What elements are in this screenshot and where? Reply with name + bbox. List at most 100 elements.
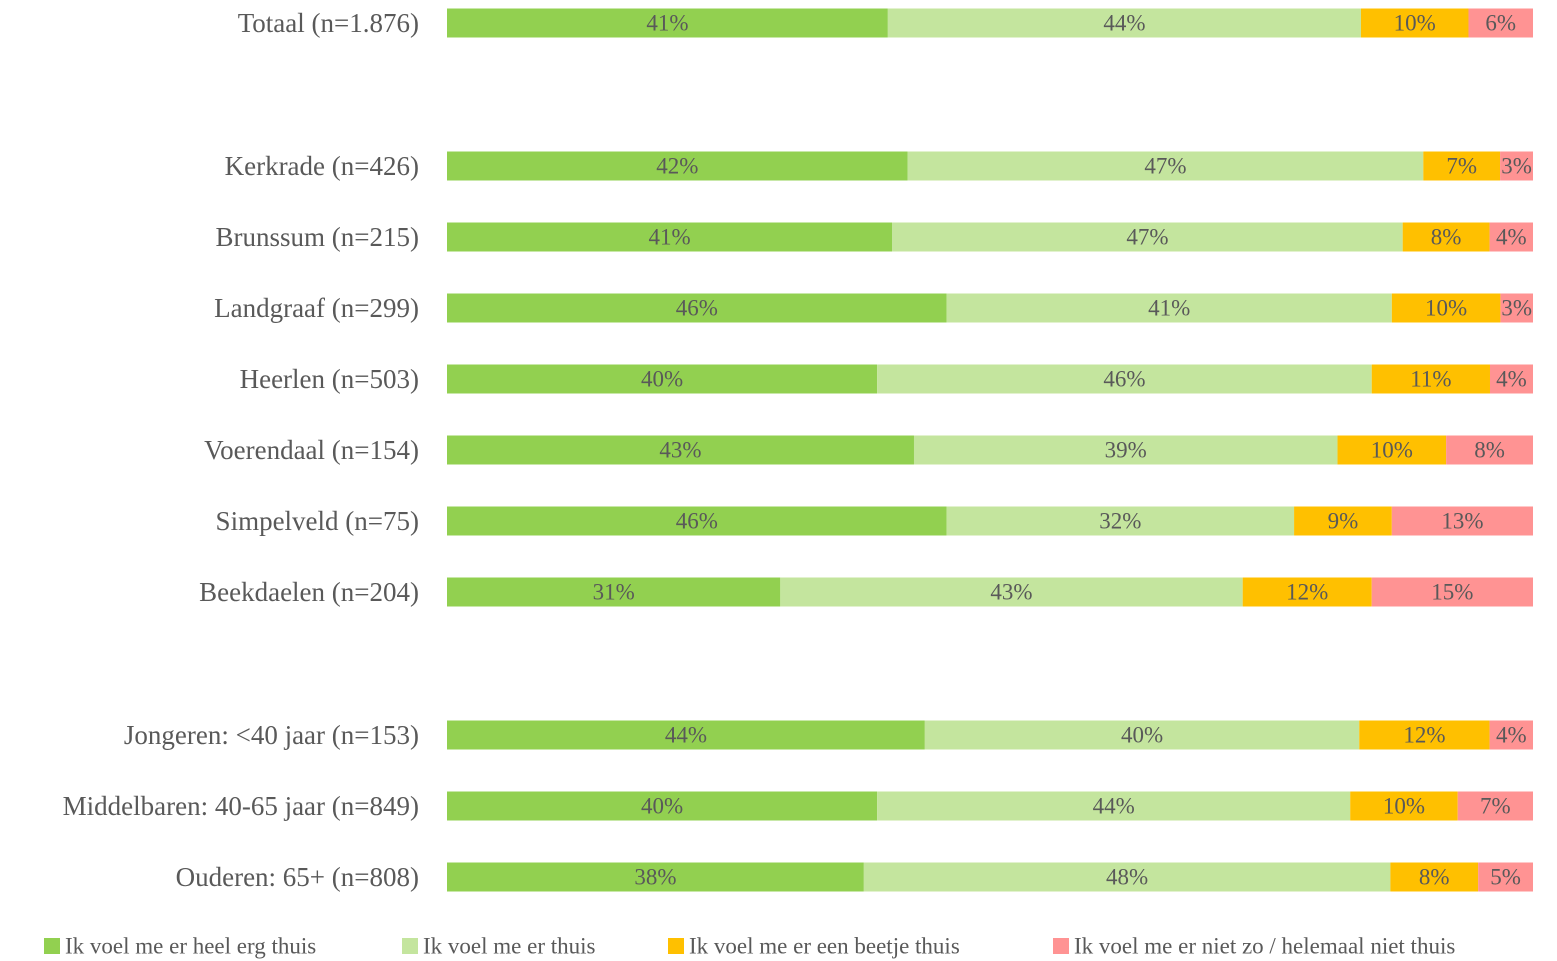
- data-label: 47%: [1144, 154, 1186, 179]
- category-label: Totaal (n=1.876): [238, 8, 419, 38]
- bars-group: 41% 44% 10% 6% 42% 47% 7% 3% 41% 47% 8% 4% 46% 41% 10%…: [447, 8, 1533, 892]
- bar-segment-3: [1423, 151, 1501, 181]
- data-label: 6%: [1485, 11, 1516, 36]
- bar-segment-3: [1350, 791, 1458, 821]
- bar-segment-2: [913, 435, 1338, 465]
- category-label: Ouderen: 65+ (n=808): [176, 862, 419, 892]
- bar-segment-1: [447, 151, 908, 181]
- bar-segment-2: [946, 293, 1392, 323]
- data-label: 43%: [659, 438, 701, 463]
- data-label: 4%: [1496, 723, 1527, 748]
- bar-segment-4: [1468, 8, 1533, 38]
- data-label: 4%: [1496, 367, 1527, 392]
- bar-segment-2: [877, 791, 1351, 821]
- data-label: 10%: [1394, 11, 1436, 36]
- bar-segment-1: [447, 506, 947, 536]
- legend-swatch-4: [1053, 938, 1069, 954]
- data-label: 11%: [1410, 367, 1451, 392]
- bar-segment-4: [1391, 506, 1533, 536]
- bar-segment-1: [447, 364, 878, 394]
- data-label: 41%: [1148, 296, 1190, 321]
- category-label: Jongeren: <40 jaar (n=153): [124, 720, 419, 750]
- bar-segment-1: [447, 862, 864, 892]
- data-label: 9%: [1328, 509, 1359, 534]
- legend: Ik voel me er heel erg thuis Ik voel me e…: [44, 934, 1455, 959]
- bar-segment-4: [1500, 151, 1533, 181]
- bar-segment-3: [1390, 862, 1479, 892]
- data-label: 44%: [665, 723, 707, 748]
- data-label: 8%: [1431, 225, 1462, 250]
- data-label: 40%: [641, 794, 683, 819]
- bar-segment-4: [1457, 791, 1533, 821]
- category-label: Kerkrade (n=426): [225, 151, 419, 181]
- data-label: 46%: [676, 509, 718, 534]
- bar-segment-4: [1446, 435, 1533, 465]
- category-label: Beekdaelen (n=204): [199, 577, 419, 607]
- category-label: Landgraaf (n=299): [214, 293, 419, 323]
- bar-segment-3: [1359, 720, 1490, 750]
- data-label: 39%: [1105, 438, 1147, 463]
- data-label: 15%: [1431, 580, 1473, 605]
- bar-segment-3: [1402, 222, 1490, 252]
- data-label: 42%: [656, 154, 698, 179]
- legend-label-4: Ik voel me er niet zo / helemaal niet th…: [1074, 934, 1455, 959]
- bar-segment-4: [1489, 364, 1533, 394]
- legend-swatch-1: [44, 938, 60, 954]
- legend-swatch-2: [402, 938, 418, 954]
- bar-segment-2: [924, 720, 1360, 750]
- bar-segment-4: [1489, 720, 1533, 750]
- data-label: 31%: [593, 580, 635, 605]
- bar-segment-2: [887, 8, 1361, 38]
- data-label: 44%: [1093, 794, 1135, 819]
- data-label: 46%: [676, 296, 718, 321]
- category-label: Simpelveld (n=75): [216, 506, 419, 536]
- category-label: Heerlen (n=503): [240, 364, 419, 394]
- bar-segment-2: [780, 577, 1243, 607]
- data-label: 10%: [1425, 296, 1467, 321]
- data-label: 4%: [1496, 225, 1527, 250]
- bar-segment-4: [1500, 293, 1533, 323]
- data-label: 40%: [1121, 723, 1163, 748]
- data-label: 12%: [1403, 723, 1445, 748]
- bar-segment-1: [447, 435, 914, 465]
- data-label: 7%: [1446, 154, 1477, 179]
- data-label: 43%: [990, 580, 1032, 605]
- data-label: 47%: [1126, 225, 1168, 250]
- data-label: 32%: [1099, 509, 1141, 534]
- bar-segment-1: [447, 791, 878, 821]
- data-label: 10%: [1383, 794, 1425, 819]
- data-label: 13%: [1441, 509, 1483, 534]
- bar-segment-2: [863, 862, 1391, 892]
- bar-segment-4: [1489, 222, 1533, 252]
- bar-segment-2: [907, 151, 1424, 181]
- bar-segment-1: [447, 720, 925, 750]
- legend-label-3: Ik voel me er een beetje thuis: [689, 934, 960, 959]
- bar-segment-1: [447, 8, 888, 38]
- legend-label-1: Ik voel me er heel erg thuis: [65, 934, 316, 959]
- data-label: 41%: [649, 225, 691, 250]
- category-label: Voerendaal (n=154): [204, 435, 419, 465]
- bar-segment-3: [1391, 293, 1501, 323]
- data-label: 5%: [1490, 865, 1521, 890]
- bar-segment-2: [946, 506, 1295, 536]
- data-label: 46%: [1103, 367, 1145, 392]
- data-label: 8%: [1474, 438, 1505, 463]
- data-label: 3%: [1501, 154, 1532, 179]
- data-label: 48%: [1106, 865, 1148, 890]
- bar-segment-3: [1371, 364, 1490, 394]
- category-labels-group: Totaal (n=1.876) Kerkrade (n=426) Brunssum…: [63, 8, 419, 892]
- data-label: 12%: [1286, 580, 1328, 605]
- bar-segment-1: [447, 577, 781, 607]
- data-label: 10%: [1371, 438, 1413, 463]
- bar-segment-3: [1360, 8, 1469, 38]
- bar-segment-4: [1371, 577, 1533, 607]
- data-label: 38%: [634, 865, 676, 890]
- bar-segment-2: [892, 222, 1403, 252]
- data-label: 44%: [1103, 11, 1145, 36]
- bar-segment-4: [1478, 862, 1533, 892]
- bar-segment-1: [447, 293, 947, 323]
- bar-segment-3: [1294, 506, 1392, 536]
- data-label: 8%: [1419, 865, 1450, 890]
- data-label: 7%: [1480, 794, 1511, 819]
